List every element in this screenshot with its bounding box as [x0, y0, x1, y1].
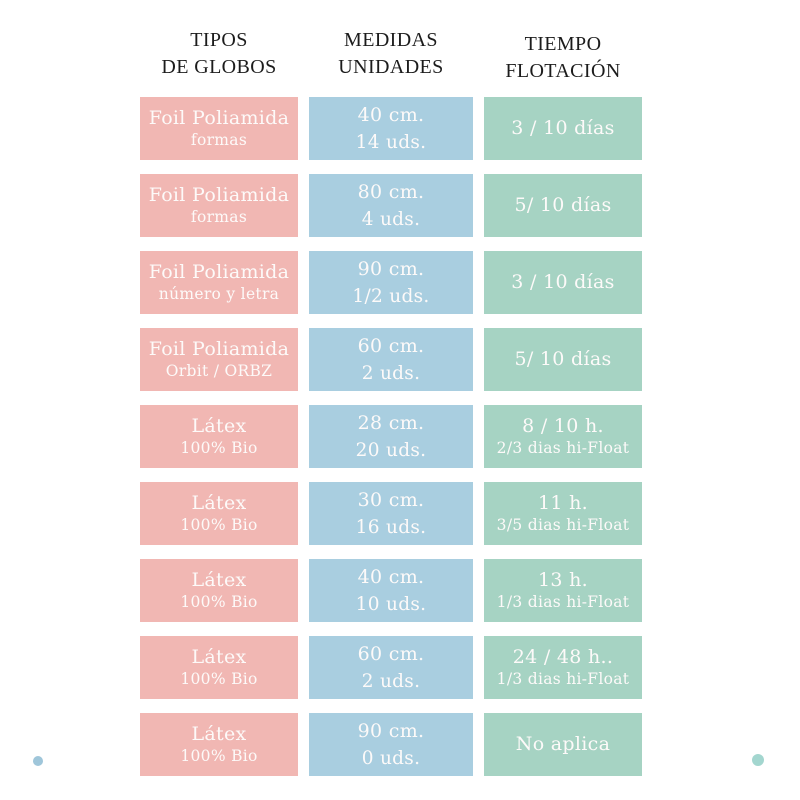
cell-tipo-row9: Látex 100% Bio — [140, 713, 298, 776]
cell-tiempo-row6: 11 h. 3/5 dias hi-Float — [484, 482, 642, 545]
header-line: TIPOS — [190, 29, 248, 51]
cell-tiempo-row9: No aplica — [484, 713, 642, 776]
cell-medida-row9: 90 cm. 0 uds. — [309, 713, 473, 776]
column-header-tipos-de-globos: TIPOS DE GLOBOS — [140, 27, 298, 81]
header-line: TIEMPO — [524, 33, 602, 55]
cell-tiempo-row8: 24 / 48 h.. 1/3 dias hi-Float — [484, 636, 642, 699]
cell-line2: 4 uds. — [361, 208, 421, 230]
cell-tiempo-row4: 5/ 10 días — [484, 328, 642, 391]
cell-line2: 100% Bio — [180, 670, 258, 688]
cell-line1: 13 h. — [538, 569, 588, 591]
cell-line1: Foil Poliamida — [148, 338, 290, 360]
cell-line2: 1/3 dias hi-Float — [496, 670, 630, 688]
cell-line2: 0 uds. — [361, 747, 421, 769]
cell-line2: 100% Bio — [180, 747, 258, 765]
cell-line2: 100% Bio — [180, 593, 258, 611]
cell-line1: 3 / 10 días — [511, 117, 615, 139]
cell-tiempo-row7: 13 h. 1/3 dias hi-Float — [484, 559, 642, 622]
cell-line1: 28 cm. — [357, 411, 425, 434]
cell-line1: Foil Poliamida — [148, 261, 290, 283]
cell-medida-row1: 40 cm. 14 uds. — [309, 97, 473, 160]
cell-medida-row7: 40 cm. 10 uds. — [309, 559, 473, 622]
cell-line1: 40 cm. — [357, 103, 425, 126]
cell-line1: 30 cm. — [357, 488, 425, 511]
cell-line2: 1/3 dias hi-Float — [496, 593, 630, 611]
cell-line2: 2/3 dias hi-Float — [496, 439, 630, 457]
cell-line1: Foil Poliamida — [148, 184, 290, 206]
cell-line2: 100% Bio — [180, 516, 258, 534]
cell-tipo-row1: Foil Poliamida formas — [140, 97, 298, 160]
cell-line1: Látex — [191, 646, 247, 668]
cell-tiempo-row3: 3 / 10 días — [484, 251, 642, 314]
cell-tiempo-row2: 5/ 10 días — [484, 174, 642, 237]
cell-line2: 1/2 uds. — [352, 285, 430, 307]
cell-line1: 3 / 10 días — [511, 271, 615, 293]
cell-line2: 2 uds. — [361, 362, 421, 384]
cell-line2: 100% Bio — [180, 439, 258, 457]
cell-line1: 90 cm. — [357, 719, 425, 742]
cell-line1: Látex — [191, 723, 247, 745]
cell-line1: 60 cm. — [357, 334, 425, 357]
cell-tipo-row7: Látex 100% Bio — [140, 559, 298, 622]
cell-line1: 40 cm. — [357, 565, 425, 588]
cell-medida-row3: 90 cm. 1/2 uds. — [309, 251, 473, 314]
column-header-tiempo-flotacion: TIEMPO FLOTACIÓN — [484, 31, 642, 85]
cell-line1: 60 cm. — [357, 642, 425, 665]
cell-line1: 11 h. — [538, 492, 588, 514]
cell-medida-row8: 60 cm. 2 uds. — [309, 636, 473, 699]
cell-line1: 90 cm. — [357, 257, 425, 280]
table-column-headers: TIPOS DE GLOBOS MEDIDAS UNIDADES TIEMPO … — [140, 27, 642, 82]
balloon-float-table: Foil Poliamida formas 40 cm. 14 uds. 3 /… — [140, 97, 642, 776]
header-line: UNIDADES — [338, 56, 444, 78]
header-line: FLOTACIÓN — [505, 60, 621, 82]
decorative-dot-teal — [752, 754, 764, 766]
cell-line1: Foil Poliamida — [148, 107, 290, 129]
cell-line1: 5/ 10 días — [514, 194, 612, 216]
column-header-medidas-unidades: MEDIDAS UNIDADES — [309, 27, 473, 81]
cell-line1: 5/ 10 días — [514, 348, 612, 370]
cell-line2: formas — [190, 131, 248, 149]
cell-line2: 10 uds. — [355, 593, 427, 615]
cell-tiempo-row1: 3 / 10 días — [484, 97, 642, 160]
cell-line1: 80 cm. — [357, 180, 425, 203]
cell-line2: 2 uds. — [361, 670, 421, 692]
cell-line2: 16 uds. — [355, 516, 427, 538]
cell-tipo-row4: Foil Poliamida Orbit / ORBZ — [140, 328, 298, 391]
cell-tipo-row6: Látex 100% Bio — [140, 482, 298, 545]
cell-line2: 20 uds. — [355, 439, 427, 461]
cell-line2: número y letra — [158, 285, 280, 303]
cell-medida-row6: 30 cm. 16 uds. — [309, 482, 473, 545]
cell-tipo-row8: Látex 100% Bio — [140, 636, 298, 699]
cell-line2: 14 uds. — [355, 131, 427, 153]
cell-tipo-row2: Foil Poliamida formas — [140, 174, 298, 237]
cell-medida-row5: 28 cm. 20 uds. — [309, 405, 473, 468]
cell-line1: No aplica — [515, 733, 611, 755]
cell-tipo-row5: Látex 100% Bio — [140, 405, 298, 468]
cell-line1: 8 / 10 h. — [522, 415, 604, 437]
header-line: MEDIDAS — [344, 29, 438, 51]
cell-line1: 24 / 48 h.. — [512, 646, 614, 668]
cell-line1: Látex — [191, 569, 247, 591]
header-line: DE GLOBOS — [161, 56, 277, 78]
cell-line1: Látex — [191, 415, 247, 437]
cell-tipo-row3: Foil Poliamida número y letra — [140, 251, 298, 314]
cell-line2: formas — [190, 208, 248, 226]
decorative-dot-blue — [33, 756, 43, 766]
cell-line2: Orbit / ORBZ — [165, 362, 273, 380]
cell-tiempo-row5: 8 / 10 h. 2/3 dias hi-Float — [484, 405, 642, 468]
cell-medida-row2: 80 cm. 4 uds. — [309, 174, 473, 237]
cell-medida-row4: 60 cm. 2 uds. — [309, 328, 473, 391]
cell-line1: Látex — [191, 492, 247, 514]
cell-line2: 3/5 dias hi-Float — [496, 516, 630, 534]
